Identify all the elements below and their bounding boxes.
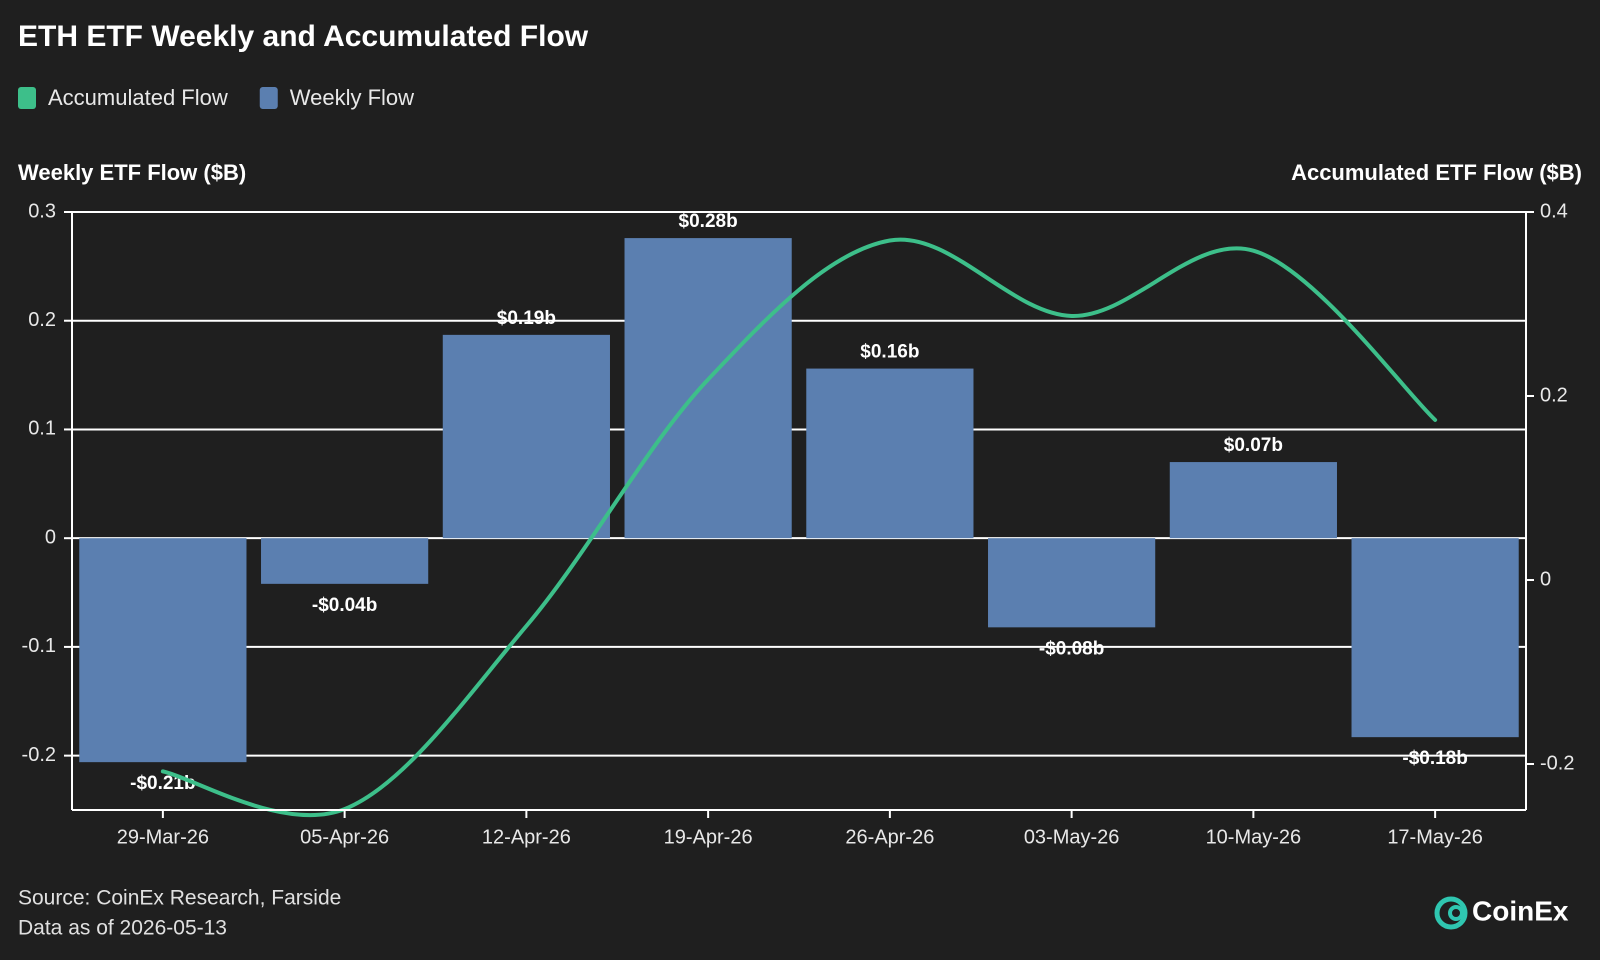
bar: [806, 368, 974, 539]
y-tick-label: 0: [45, 526, 56, 548]
accumulated-line: [160, 237, 1438, 818]
y-tick-label: 0.2: [28, 309, 56, 331]
data-label: -$0.08b: [1039, 638, 1104, 659]
data-label: -$0.21b: [130, 773, 195, 794]
y2-tick-label: 0.4: [1540, 200, 1568, 222]
y-tick-label: -0.1: [22, 635, 56, 657]
data-label: $0.07b: [1224, 435, 1283, 456]
y2-tick-label: -0.2: [1540, 752, 1574, 774]
bar: [988, 538, 1156, 628]
legend-swatch: [18, 87, 36, 109]
data-label: $0.16b: [860, 342, 919, 363]
legend-swatch: [259, 87, 278, 109]
x-tick-label: 26-Apr-26: [845, 826, 934, 848]
brand-name: CoinEx: [1472, 895, 1569, 926]
x-tick-label: 03-May-26: [1024, 826, 1120, 848]
data-date-note: Data as of 2026-05-13: [18, 917, 227, 940]
y2-tick-label: 0: [1540, 568, 1551, 590]
bar: [624, 238, 792, 539]
bar: [442, 334, 610, 539]
y-tick-label: 0.3: [28, 200, 56, 222]
brand-logo: CoinEx: [1434, 895, 1569, 930]
legend-label: Accumulated Flow: [48, 85, 228, 110]
y2-axis-title: Accumulated ETF Flow ($B): [1291, 160, 1582, 185]
y-tick-label: 0.1: [28, 418, 56, 440]
logo-icon: [1434, 896, 1468, 930]
x-tick-label: 29-Mar-26: [117, 826, 209, 848]
logo-icon-inner: [1448, 905, 1464, 921]
data-label: $0.28b: [679, 211, 738, 232]
data-label: -$0.18b: [1402, 748, 1467, 769]
source-note: Source: CoinEx Research, Farside: [18, 887, 341, 910]
chart-title: ETH ETF Weekly and Accumulated Flow: [18, 20, 589, 53]
x-tick-label: 05-Apr-26: [300, 826, 389, 848]
x-tick-label: 10-May-26: [1206, 826, 1302, 848]
y2-tick-label: 0.2: [1540, 384, 1568, 406]
y-axis-title: Weekly ETF Flow ($B): [18, 160, 246, 185]
data-label: $0.19b: [497, 308, 556, 329]
y-tick-label: -0.2: [22, 744, 56, 766]
x-tick-label: 17-May-26: [1387, 826, 1483, 848]
data-label: -$0.04b: [312, 595, 377, 616]
bar: [1351, 538, 1519, 738]
legend-label: Weekly Flow: [290, 85, 414, 110]
x-tick-label: 12-Apr-26: [482, 826, 571, 848]
bar: [79, 538, 247, 763]
bar: [1169, 462, 1337, 539]
x-tick-label: 19-Apr-26: [664, 826, 753, 848]
bar: [261, 538, 429, 584]
